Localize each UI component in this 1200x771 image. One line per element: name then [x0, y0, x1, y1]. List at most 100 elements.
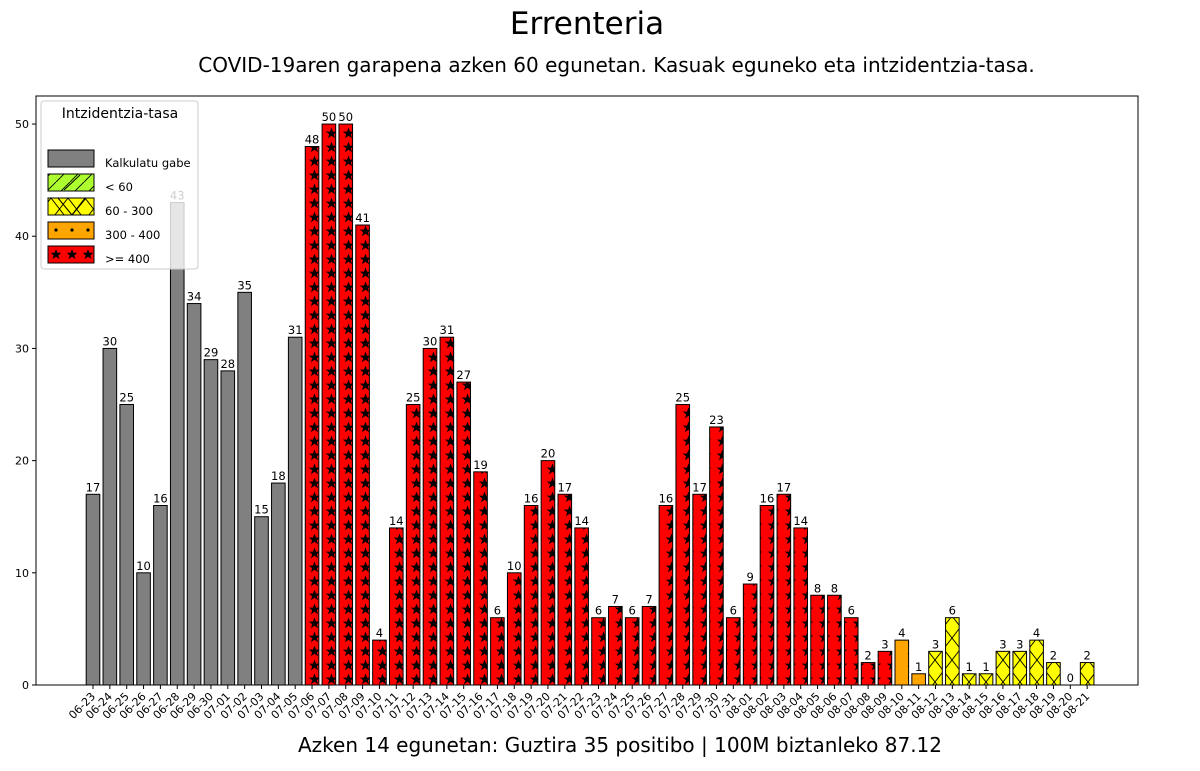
bar-value-label: 29: [204, 346, 219, 360]
bar-08-12: [928, 650, 943, 686]
bar-value-label: 0: [1067, 671, 1074, 685]
bar-value-label: 6: [730, 604, 737, 618]
legend-label-g: < 60: [105, 180, 133, 194]
legend-title: Intzidentzia-tasa: [62, 106, 178, 122]
bar-06-27: [153, 505, 168, 686]
bar-value-label: 25: [119, 391, 134, 405]
bar-value-label: 7: [612, 592, 619, 606]
chart-subtitle: COVID-19aren garapena azken 60 egunetan.…: [198, 53, 1035, 77]
bar-07-13: [422, 347, 438, 686]
bar-value-label: 20: [541, 447, 556, 461]
bar-value-label: 8: [831, 581, 838, 595]
bar-value-label: 9: [746, 570, 753, 584]
bar-06-25: [119, 404, 135, 686]
bar-value-label: 6: [595, 604, 602, 618]
bar-06-29: [186, 303, 202, 686]
bar-value-label: 34: [187, 290, 202, 304]
legend-label-nc: Kalkulatu gabe: [105, 156, 191, 170]
y-tick-label: 50: [15, 118, 29, 131]
bar-07-11: [389, 527, 404, 686]
legend-hatch: [57, 197, 73, 216]
bar-07-07: [321, 123, 337, 686]
bar-07-14: [439, 336, 455, 686]
bar-value-label: 35: [237, 278, 252, 292]
bar-value-label: 17: [777, 480, 792, 494]
bar-07-25: [624, 617, 640, 686]
bar-value-label: 4: [1033, 626, 1040, 640]
bar-07-10: [372, 639, 387, 686]
bar-value-label: 19: [473, 458, 488, 472]
bar-08-18: [1029, 639, 1044, 686]
bar-07-22: [574, 527, 589, 686]
bar-value-label: 3: [1016, 637, 1023, 651]
bar-value-label: 15: [254, 503, 269, 517]
bar-07-29: [692, 493, 707, 686]
bar-value-label: 28: [220, 357, 235, 371]
bar-07-15: [456, 381, 471, 686]
bar-value-label: 6: [494, 604, 501, 618]
bar-value-label: 16: [524, 492, 539, 506]
bar-value-label: 17: [692, 480, 707, 494]
bar-07-27: [658, 505, 674, 686]
bar-07-20: [540, 460, 556, 686]
bar-06-26: [136, 572, 151, 686]
bar-08-13: [945, 617, 960, 686]
bar-value-label: 23: [709, 413, 724, 427]
bar-07-06: [304, 145, 320, 686]
bar-value-label: 1: [966, 660, 973, 674]
bar-value-label: 30: [423, 334, 438, 348]
bar-value-label: 41: [355, 211, 370, 225]
bar-07-02: [237, 291, 252, 686]
bar-value-label: 1: [982, 660, 989, 674]
legend-swatch-nc: [47, 149, 95, 168]
y-tick-label: 40: [15, 230, 29, 243]
bar-value-label: 3: [881, 637, 888, 651]
bar-value-label: 14: [574, 514, 589, 528]
bar-07-24: [608, 605, 623, 686]
bar-07-04: [271, 482, 286, 686]
bar-08-08: [860, 662, 876, 686]
y-tick-label: 10: [15, 567, 29, 580]
bar-08-16: [995, 650, 1011, 686]
bar-value-label: 31: [288, 323, 303, 337]
legend-swatch-g: [47, 173, 95, 192]
bar-value-label: 4: [898, 626, 905, 640]
legend-label-r: >= 400: [105, 252, 150, 266]
bar-value-label: 31: [440, 323, 455, 337]
y-axis: 0 10 20 30 40 50: [15, 118, 36, 692]
bar-value-label: 16: [153, 492, 168, 506]
bar-value-label: 50: [338, 110, 353, 124]
bar-07-17: [490, 617, 505, 686]
bar-08-05: [810, 594, 825, 686]
bar-value-label: 18: [271, 469, 286, 483]
bar-value-label: 25: [675, 391, 690, 405]
bar-07-18: [506, 572, 522, 686]
bar-08-03: [776, 493, 792, 686]
bar-08-01: [742, 583, 758, 686]
bar-value-label: 50: [322, 110, 337, 124]
bar-07-21: [557, 493, 573, 686]
bar-07-03: [254, 516, 269, 686]
bar-value-label: 48: [305, 132, 320, 146]
bar-value-label: 2: [1050, 649, 1057, 663]
legend-hatch: [71, 197, 87, 216]
bar-07-09: [355, 224, 370, 686]
bar-value-label: 3: [999, 637, 1006, 651]
bar-value-label: 6: [848, 604, 855, 618]
y-tick-label: 30: [15, 342, 29, 355]
legend-label-o: 300 - 400: [105, 228, 160, 242]
bar-value-label: 6: [629, 604, 636, 618]
legend: Intzidentzia-tasa Kalkulatu gabe < 60 60 - …: [40, 100, 199, 270]
legend-label-y: 60 - 300: [105, 204, 153, 218]
bar-value-label: 2: [864, 649, 871, 663]
bar-value-label: 14: [793, 514, 808, 528]
bar-value-label: 10: [136, 559, 151, 573]
bar-06-30: [203, 359, 219, 686]
bar-06-28: [169, 202, 185, 686]
bar-08-17: [1012, 650, 1028, 686]
bar-07-16: [473, 471, 488, 686]
bar-value-label: 25: [406, 391, 421, 405]
bar-value-labels: 1730251016433429283515183148505041414253…: [86, 110, 1091, 685]
y-tick-label: 0: [22, 679, 29, 692]
